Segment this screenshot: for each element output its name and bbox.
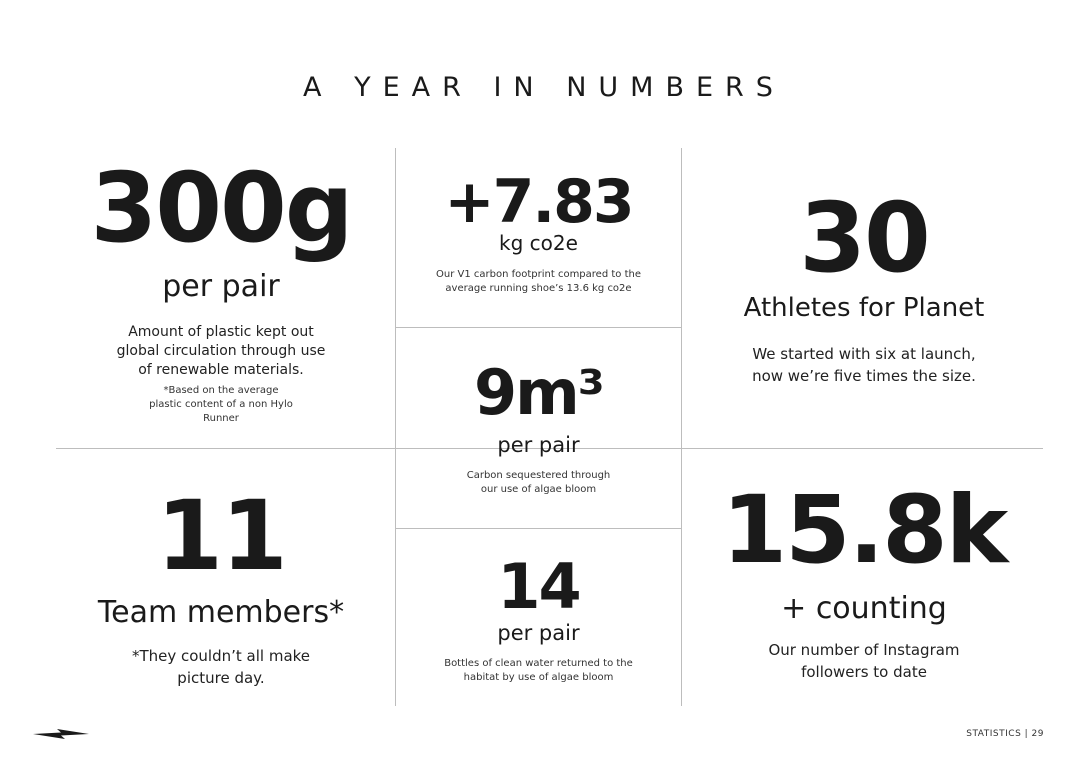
stat-sequestered-description: Carbon sequestered through our use of al…: [466, 470, 611, 496]
stat-team-description: *They couldn’t all make picture day.: [131, 647, 311, 687]
stat-athletes-unit: Athletes for Planet: [743, 293, 985, 323]
stat-water-unit: per pair: [497, 621, 580, 645]
divider-center-top: [396, 327, 681, 328]
stat-sequestered-unit: per pair: [497, 433, 580, 457]
stat-water-value: 14: [497, 550, 581, 623]
stat-plastic: 300g per pair Amount of plastic kept out…: [56, 160, 386, 426]
stat-instagram: 15.8k + counting Our number of Instagram…: [682, 484, 1046, 683]
stat-team-value: 11: [156, 480, 288, 592]
stat-team-unit: Team members*: [97, 595, 345, 630]
stat-plastic-description: Amount of plastic kept out global circul…: [116, 324, 326, 378]
divider-center-bottom: [396, 528, 681, 529]
lightning-bolt-icon: [33, 726, 89, 745]
page-title: A YEAR IN NUMBERS: [303, 72, 785, 103]
stat-carbon: +7.83 kg co2e Our V1 carbon footprint co…: [396, 172, 681, 296]
stat-water-description: Bottles of clean water returned to the h…: [444, 658, 633, 684]
divider-horizontal: [56, 448, 1043, 449]
stat-plastic-footnote: *Based on the average plastic content of…: [149, 385, 293, 424]
stat-athletes: 30 Athletes for Planet We started with s…: [682, 190, 1046, 387]
stat-sequestered-value: 9m³: [474, 356, 605, 429]
stat-team: 11 Team members* *They couldn’t all make…: [56, 488, 386, 689]
stat-water: 14 per pair Bottles of clean water retur…: [396, 556, 681, 685]
page-footer: STATISTICS | 29: [966, 729, 1044, 739]
stat-carbon-unit: kg co2e: [499, 231, 578, 255]
stat-instagram-value: 15.8k: [721, 476, 1008, 585]
divider-left: [395, 148, 396, 706]
stat-athletes-description: We started with six at launch, now we’re…: [752, 344, 976, 385]
stat-carbon-value: +7.83: [444, 167, 634, 237]
stat-sequestered: 9m³ per pair Carbon sequestered through …: [396, 362, 681, 497]
stat-plastic-value: 300g: [90, 152, 353, 264]
stat-carbon-description: Our V1 carbon footprint compared to the …: [436, 269, 641, 294]
divider-right: [681, 148, 682, 706]
stat-instagram-unit: + counting: [781, 591, 947, 626]
stat-plastic-unit: per pair: [162, 269, 280, 304]
stat-athletes-value: 30: [799, 182, 931, 294]
stat-instagram-description: Our number of Instagram followers to dat…: [768, 641, 960, 681]
